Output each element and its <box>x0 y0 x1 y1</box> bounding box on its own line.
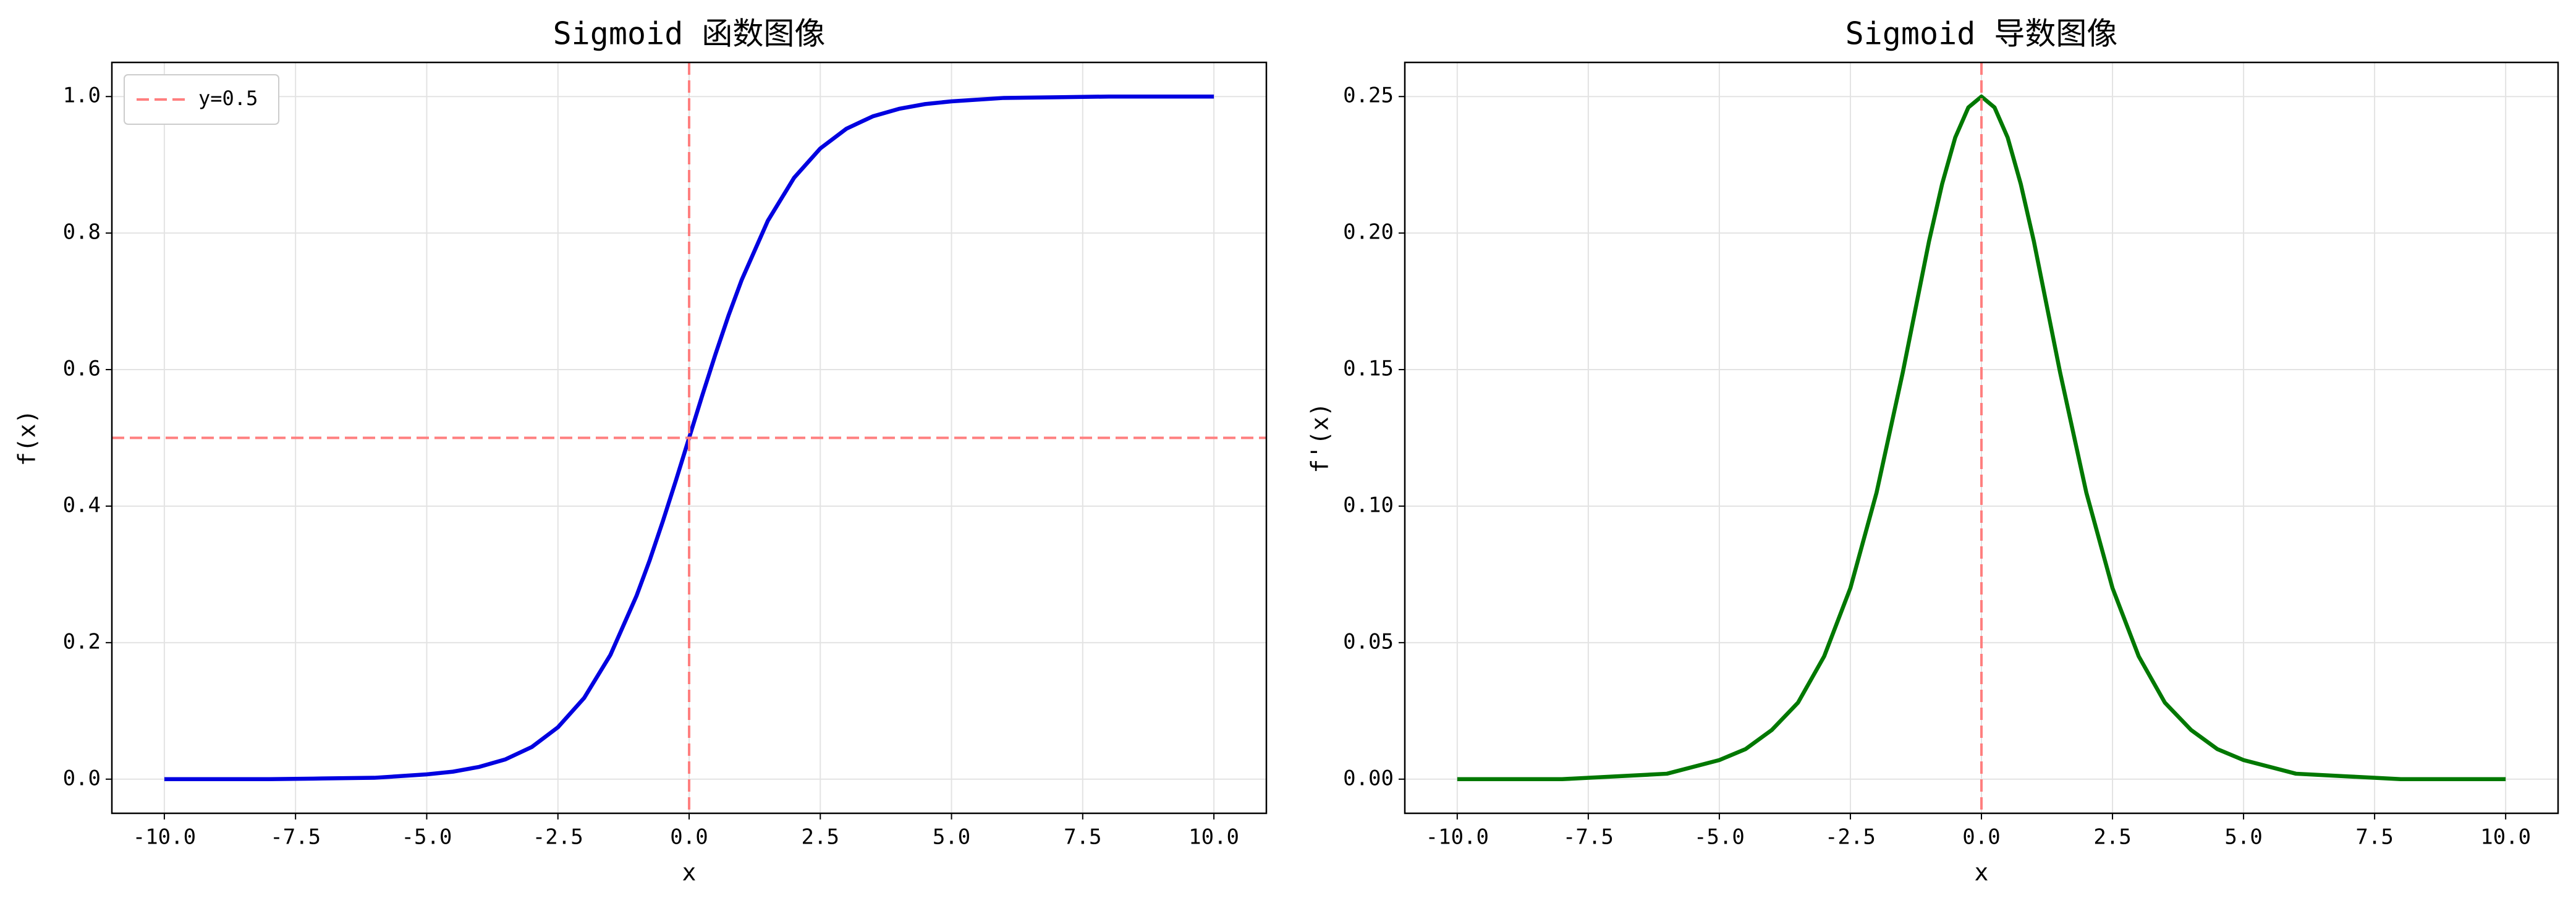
x-tick-label: -10.0 <box>133 825 196 850</box>
x-tick-label: -2.5 <box>533 825 583 850</box>
x-tick-label: -5.0 <box>1694 825 1745 850</box>
x-tick-label: -10.0 <box>1426 825 1489 850</box>
y-tick-label: 0.0 <box>63 766 101 790</box>
y-axis-label: f(x) <box>14 410 41 467</box>
x-tick-label: 7.5 <box>2355 825 2393 850</box>
y-tick-label: 0.25 <box>1343 83 1394 108</box>
y-tick-label: 0.4 <box>63 493 101 517</box>
legend-label: y=0.5 <box>198 87 258 110</box>
y-tick-label: 0.05 <box>1343 629 1394 654</box>
y-tick-label: 1.0 <box>63 83 101 108</box>
y-axis-label: f'(x) <box>1307 402 1334 473</box>
x-tick-label: -7.5 <box>270 825 321 850</box>
x-tick-label: 10.0 <box>2480 825 2531 850</box>
x-axis-label: x <box>682 859 697 886</box>
x-tick-label: -2.5 <box>1825 825 1876 850</box>
x-tick-label: 2.5 <box>2093 825 2131 850</box>
x-tick-label: 10.0 <box>1188 825 1239 850</box>
x-axis-label: x <box>1975 859 1989 886</box>
x-tick-label: 5.0 <box>2224 825 2262 850</box>
x-tick-label: 5.0 <box>933 825 970 850</box>
y-tick-label: 0.10 <box>1343 493 1394 517</box>
x-tick-label: -5.0 <box>402 825 452 850</box>
x-tick-label: 0.0 <box>670 825 708 850</box>
data-line <box>1457 94 2506 782</box>
x-tick-label: 0.0 <box>1962 825 2000 850</box>
x-tick-label: 7.5 <box>1064 825 1101 850</box>
x-tick-label: 2.5 <box>802 825 839 850</box>
x-tick-label: -7.5 <box>1563 825 1614 850</box>
y-tick-label: 0.8 <box>63 220 101 245</box>
chart-title: Sigmoid 导数图像 <box>1845 16 2118 52</box>
legend-box <box>124 74 279 125</box>
plot-frame <box>111 61 1268 815</box>
plot-frame <box>1404 61 2559 815</box>
chart-title: Sigmoid 函数图像 <box>553 16 826 52</box>
y-tick-label: 0.2 <box>63 629 101 654</box>
y-tick-label: 0.15 <box>1343 357 1394 381</box>
y-tick-label: 0.00 <box>1343 766 1394 790</box>
y-tick-label: 0.20 <box>1343 220 1394 245</box>
y-tick-label: 0.6 <box>63 357 101 381</box>
